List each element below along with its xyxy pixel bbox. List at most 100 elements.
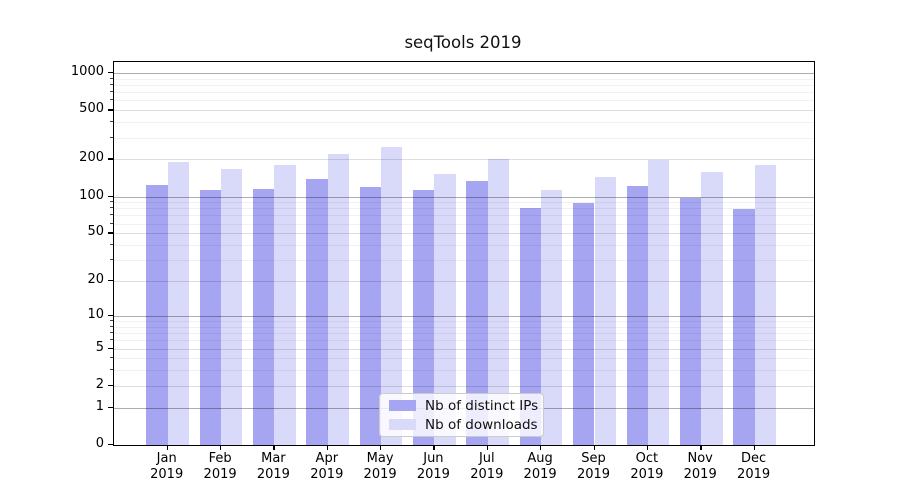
bar-downloads-jul <box>487 158 510 445</box>
x-label-year: 2019 <box>203 466 237 482</box>
y-tick-label: 5 <box>95 339 104 355</box>
y-minor-tick-9 <box>110 320 113 321</box>
x-label-year: 2019 <box>630 466 664 482</box>
bar-downloads-jun <box>434 174 456 445</box>
x-tick-label-aug: Aug 2019 <box>509 451 571 482</box>
bar-distinct-ips-jun <box>413 190 435 445</box>
bar-distinct-ips-sep <box>573 203 595 445</box>
y-minor-tick-400 <box>110 121 113 123</box>
x-tick-label-mar: Mar 2019 <box>242 451 304 482</box>
x-tick-label-jan: Jan 2019 <box>136 451 198 482</box>
gridline-minor-y-400 <box>114 122 814 124</box>
x-label-month: Apr <box>315 451 339 466</box>
gridline-minor-y-300 <box>114 137 814 139</box>
bar-distinct-ips-apr <box>306 178 328 445</box>
x-label-month: Oct <box>635 451 659 466</box>
gridline-minor-y-600 <box>114 100 814 102</box>
bar-distinct-ips-nov <box>679 198 702 445</box>
x-tick-nov <box>700 445 702 450</box>
bar-downloads-nov <box>701 172 723 445</box>
bar-downloads-oct <box>647 159 670 445</box>
x-tick-label-oct: Oct 2019 <box>616 451 678 482</box>
x-tick-label-dec: Dec 2019 <box>723 451 785 482</box>
y-tick-2 <box>108 384 113 387</box>
y-tick-label: 20 <box>87 272 104 287</box>
x-tick-label-apr: Apr 2019 <box>296 451 358 482</box>
legend-swatch-downloads <box>389 419 416 430</box>
x-label-month: Dec <box>741 451 767 466</box>
gridline-minor-y-700 <box>114 92 814 94</box>
x-tick-mar <box>273 445 275 450</box>
bar-downloads-apr <box>327 153 350 445</box>
bar-distinct-ips-aug <box>519 207 542 445</box>
bar-distinct-ips-jan <box>146 184 168 445</box>
x-tick-label-jun: Jun 2019 <box>402 451 464 482</box>
x-label-month: Sep <box>581 451 606 466</box>
x-tick-label-feb: Feb 2019 <box>189 451 251 482</box>
y-tick-label: 0 <box>95 436 104 451</box>
y-minor-tick-60 <box>110 222 113 224</box>
plot-area <box>113 61 815 446</box>
y-minor-tick-600 <box>110 99 113 101</box>
x-tick-may <box>380 445 382 450</box>
x-label-year: 2019 <box>256 466 290 482</box>
x-label-year: 2019 <box>470 466 504 482</box>
x-tick-label-may: May 2019 <box>349 451 411 482</box>
x-label-year: 2019 <box>683 466 717 482</box>
y-tick-10 <box>108 314 113 317</box>
y-tick-1 <box>108 406 113 409</box>
y-minor-tick-30 <box>110 259 113 261</box>
y-tick-label: 1 <box>95 398 104 414</box>
y-minor-tick-300 <box>110 136 113 138</box>
gridline-y-500 <box>114 110 814 112</box>
x-tick-apr <box>326 445 329 450</box>
y-minor-tick-6 <box>110 339 113 341</box>
legend-label-distinct-ips: Nb of distinct IPs <box>425 397 539 414</box>
y-minor-tick-8 <box>110 325 113 327</box>
y-minor-tick-90 <box>110 201 113 203</box>
y-tick-label: 500 <box>79 101 104 117</box>
x-label-year: 2019 <box>576 466 611 482</box>
bar-distinct-ips-jul <box>466 180 488 445</box>
x-tick-label-sep: Sep 2019 <box>563 451 625 482</box>
x-tick-label-nov: Nov 2019 <box>669 451 731 482</box>
gridline-y-200 <box>114 159 814 161</box>
y-minor-tick-3 <box>110 369 113 371</box>
legend-swatch-distinct-ips <box>389 400 416 411</box>
bar-distinct-ips-may <box>359 187 382 445</box>
y-minor-tick-80 <box>110 207 113 209</box>
bar-distinct-ips-oct <box>626 186 648 445</box>
y-minor-tick-800 <box>110 83 113 85</box>
x-label-month: Aug <box>527 451 553 466</box>
x-tick-dec <box>753 445 755 450</box>
y-minor-tick-40 <box>110 244 113 245</box>
bar-downloads-aug <box>541 189 563 445</box>
legend-item-downloads: Nb of downloads <box>389 417 538 433</box>
x-tick-jul <box>486 445 489 450</box>
y-tick-label: 100 <box>79 187 104 203</box>
x-tick-label-jul: Jul 2019 <box>456 451 518 482</box>
x-tick-oct <box>646 445 649 450</box>
y-tick-label: 50 <box>87 224 104 240</box>
y-tick-label: 10 <box>87 306 104 322</box>
legend-label-downloads: Nb of downloads <box>425 416 538 433</box>
bar-downloads-may <box>381 147 403 445</box>
bar-downloads-mar <box>274 164 296 445</box>
x-label-year: 2019 <box>150 466 184 482</box>
y-tick-200 <box>108 158 113 160</box>
x-tick-jan <box>166 445 169 450</box>
y-minor-tick-4 <box>110 357 113 359</box>
y-tick-50 <box>108 232 113 234</box>
chart-title: seqTools 2019 <box>404 33 522 52</box>
gridline-y-1000 <box>114 72 814 74</box>
y-tick-500 <box>108 109 113 111</box>
y-minor-tick-900 <box>110 77 113 79</box>
x-label-month: Jan <box>156 451 177 466</box>
y-tick-5 <box>108 347 113 349</box>
x-label-month: Feb <box>208 451 232 466</box>
gridline-minor-y-900 <box>114 78 814 80</box>
x-label-year: 2019 <box>363 466 397 482</box>
x-label-month: May <box>366 451 394 466</box>
x-label-year: 2019 <box>523 466 557 482</box>
